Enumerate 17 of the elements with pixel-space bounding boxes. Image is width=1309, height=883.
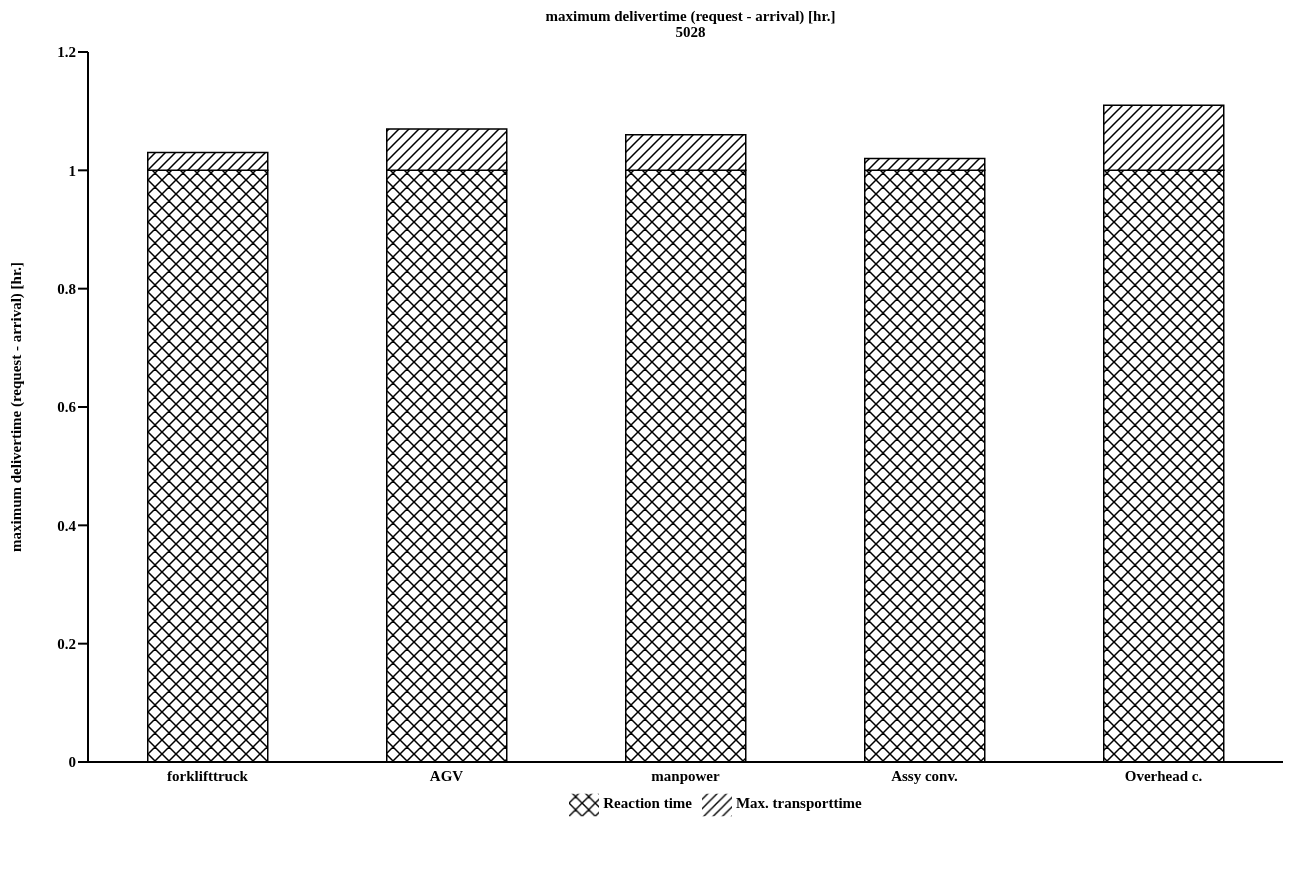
- chart-subtitle: 5028: [674, 24, 707, 40]
- y-tick-label: 0.4: [57, 517, 77, 534]
- y-tick-label: 1.2: [57, 44, 76, 61]
- y-tick-label: 0: [68, 754, 76, 771]
- x-tick-label: Assy conv.: [891, 767, 959, 784]
- y-tick-label: 1: [68, 162, 76, 179]
- legend-label: Max. transporttime: [735, 795, 862, 812]
- x-tick-label: manpower: [651, 767, 721, 784]
- x-tick-label: AGV: [429, 767, 464, 784]
- y-tick-label: 0.8: [57, 280, 76, 297]
- chart-title: maximum delivertime (request - arrival) [hr.]: [544, 8, 837, 24]
- y-tick-label: 0.6: [57, 399, 77, 416]
- x-tick-label: Overhead c.: [1124, 767, 1203, 784]
- x-tick-label: forklifttruck: [167, 767, 249, 784]
- y-axis-title: maximum delivertime (request - arrival) [hr.]: [8, 262, 26, 552]
- y-tick-label: 0.2: [57, 635, 76, 652]
- legend-label: Reaction time: [603, 795, 692, 812]
